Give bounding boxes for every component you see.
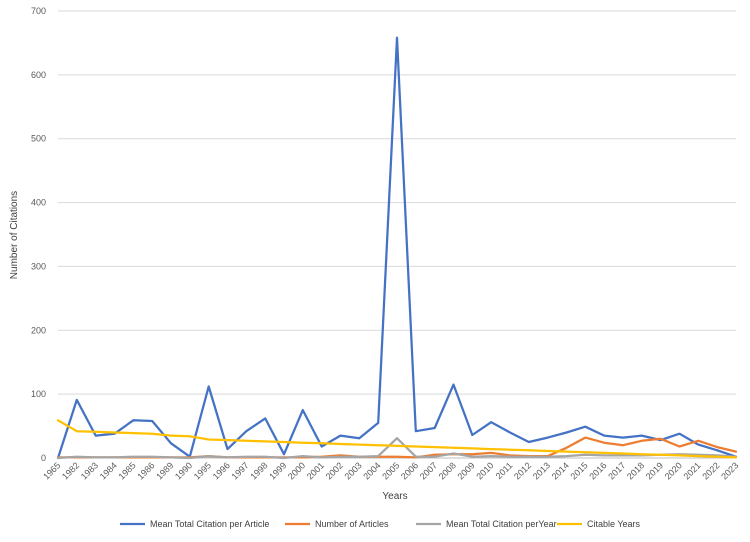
x-tick-label: 2017 xyxy=(606,460,627,481)
x-tick-label: 1984 xyxy=(98,460,119,481)
y-tick-label: 100 xyxy=(31,389,46,399)
x-tick-label: 2012 xyxy=(512,460,533,481)
y-axis-title: Number of Citations xyxy=(9,191,20,279)
x-tick-label: 2000 xyxy=(286,460,307,481)
x-tick-label: 2021 xyxy=(682,460,703,481)
x-tick-label: 1997 xyxy=(230,460,251,481)
y-tick-label: 200 xyxy=(31,325,46,335)
legend-label: Mean Total Citation per Article xyxy=(150,519,269,529)
series-line-1 xyxy=(56,36,738,460)
y-tick-label: 600 xyxy=(31,70,46,80)
x-tick-label: 2002 xyxy=(324,460,345,481)
x-tick-label: 2011 xyxy=(494,460,515,481)
x-tick-label: 1965 xyxy=(41,460,62,481)
series-line-3 xyxy=(56,437,738,460)
x-tick-label: 1989 xyxy=(154,460,175,481)
x-tick-label: 1996 xyxy=(211,460,232,481)
x-tick-label: 2003 xyxy=(343,460,364,481)
x-tick-label: 1995 xyxy=(192,460,213,481)
x-axis-ticks: 1965198219831984198519861989199019951996… xyxy=(41,460,740,481)
x-tick-label: 2006 xyxy=(399,460,420,481)
x-tick-label: 2008 xyxy=(437,460,458,481)
legend-label: Mean Total Citation perYear xyxy=(446,519,557,529)
y-tick-label: 300 xyxy=(31,261,46,271)
series-line-4 xyxy=(56,419,738,459)
x-tick-label: 1983 xyxy=(79,460,100,481)
x-tick-label: 2013 xyxy=(531,460,552,481)
x-tick-label: 1986 xyxy=(135,460,156,481)
x-tick-label: 2018 xyxy=(625,460,646,481)
x-tick-label: 1999 xyxy=(267,460,288,481)
x-tick-label: 2016 xyxy=(587,460,608,481)
x-tick-label: 2014 xyxy=(550,460,571,481)
x-tick-label: 2004 xyxy=(361,460,382,481)
x-tick-label: 1985 xyxy=(117,460,138,481)
x-tick-label: 2010 xyxy=(474,460,495,481)
legend-label: Number of Articles xyxy=(315,519,389,529)
legend: Mean Total Citation per Article Number of… xyxy=(120,519,641,529)
y-tick-label: 500 xyxy=(31,134,46,144)
x-tick-label: 2019 xyxy=(644,460,665,481)
x-tick-label: 2022 xyxy=(700,460,721,481)
x-tick-label: 1990 xyxy=(173,460,194,481)
x-tick-label: 2023 xyxy=(719,460,740,481)
x-tick-label: 1998 xyxy=(248,460,269,481)
y-axis-ticks: 0 100 200 300 400 500 600 700 xyxy=(31,6,46,463)
x-tick-label: 2005 xyxy=(380,460,401,481)
x-tick-label: 2020 xyxy=(663,460,684,481)
series-lines xyxy=(56,36,738,460)
grid-lines xyxy=(58,10,736,459)
x-tick-label: 2015 xyxy=(569,460,590,481)
x-tick-label: 1982 xyxy=(60,460,81,481)
x-axis-title: Years xyxy=(382,491,407,502)
x-tick-label: 2007 xyxy=(418,460,439,481)
x-tick-label: 2001 xyxy=(305,460,326,481)
x-tick-label: 2009 xyxy=(456,460,477,481)
y-tick-label: 0 xyxy=(41,453,46,463)
y-tick-label: 400 xyxy=(31,198,46,208)
legend-label: Citable Years xyxy=(587,519,641,529)
y-tick-label: 700 xyxy=(31,6,46,16)
